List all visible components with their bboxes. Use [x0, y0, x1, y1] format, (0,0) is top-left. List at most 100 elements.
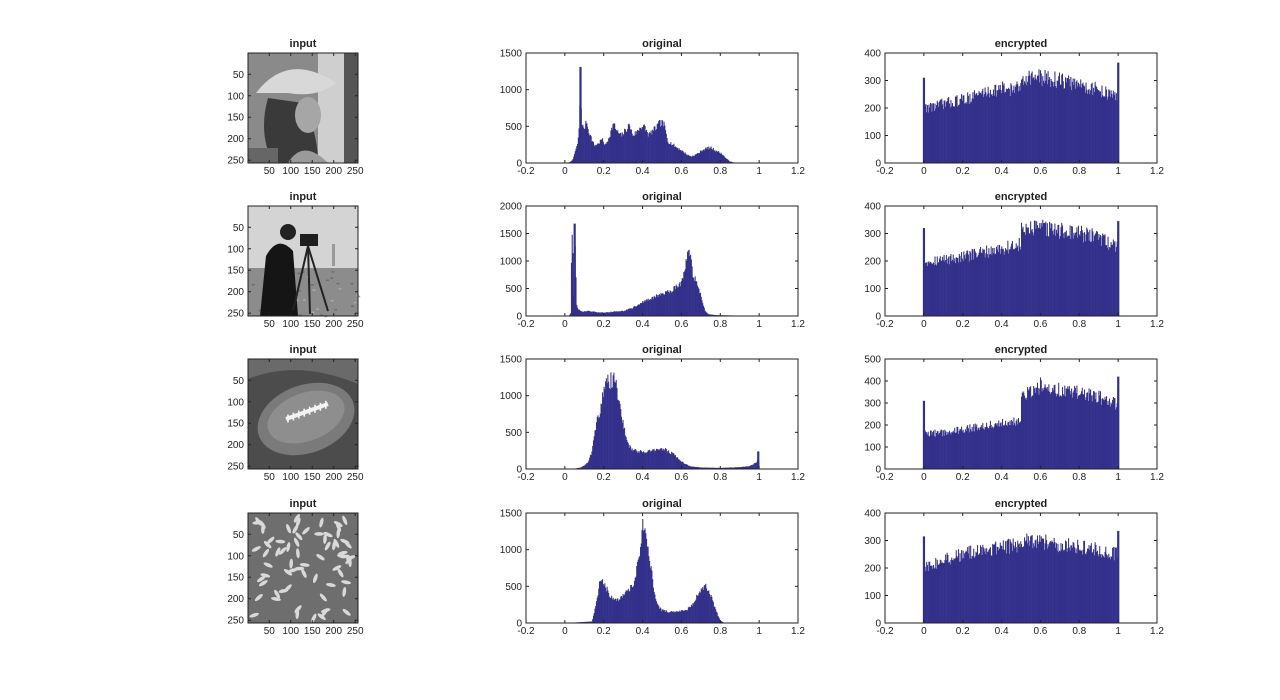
bar: [588, 310, 590, 316]
bar: [668, 291, 670, 316]
bar: [1045, 534, 1047, 623]
bar: [1007, 240, 1009, 316]
bar: [994, 423, 996, 469]
bar: [704, 467, 706, 469]
bar: [589, 310, 591, 316]
x-tick-label: 0.8: [713, 626, 727, 637]
bar: [695, 154, 697, 163]
bar: [1009, 539, 1011, 623]
bar: [1010, 541, 1012, 623]
bar: [1112, 399, 1114, 469]
bar: [650, 566, 652, 623]
bar: [627, 129, 629, 163]
bar: [1027, 227, 1029, 316]
bar: [1035, 78, 1037, 163]
bar: [709, 467, 711, 469]
bar: [1082, 82, 1084, 163]
bar: [1063, 88, 1065, 163]
bar: [701, 467, 703, 469]
bar: [980, 92, 982, 163]
x-tick-label: 0.8: [1072, 626, 1086, 637]
bar: [1002, 248, 1004, 316]
bar: [939, 433, 941, 469]
bar: [967, 553, 969, 623]
bar: [1018, 543, 1020, 623]
bar: [1077, 544, 1079, 623]
bar: [1080, 393, 1082, 469]
bar: [687, 155, 689, 163]
bar: [610, 598, 612, 623]
bar-series: [922, 530, 1120, 623]
bar: [1091, 552, 1093, 623]
bar: [671, 451, 673, 469]
bar: [1020, 421, 1022, 469]
bar: [948, 264, 950, 316]
bar: [937, 431, 939, 469]
y-tick-label: 250: [227, 309, 244, 320]
bar: [698, 593, 700, 623]
bar: [1011, 92, 1013, 163]
bar: [1061, 396, 1063, 469]
bar: [1070, 239, 1072, 316]
bar: [710, 594, 712, 623]
bar: [1046, 235, 1048, 316]
bar: [582, 311, 584, 316]
bar: [946, 101, 948, 163]
bar: [598, 143, 600, 163]
bar: [948, 432, 950, 469]
bar: [1072, 78, 1074, 163]
bar: [634, 577, 636, 623]
bar: [669, 290, 671, 316]
bar: [1065, 82, 1067, 163]
bar: [740, 467, 742, 469]
bar: [1090, 543, 1092, 623]
bar: [936, 431, 938, 469]
bar: [939, 431, 941, 469]
bar: [1077, 237, 1079, 316]
bar: [1016, 419, 1018, 469]
bar: [1002, 540, 1004, 623]
bar: [1044, 384, 1046, 469]
bar: [929, 261, 931, 316]
bar: [1021, 78, 1023, 163]
bar: [1093, 391, 1095, 469]
bar: [1039, 70, 1042, 163]
bar: [633, 135, 635, 163]
x-tick-label: 0.8: [713, 472, 727, 483]
bar: [688, 249, 690, 316]
bar: [1066, 237, 1068, 316]
bar: [633, 585, 635, 623]
bar: [699, 591, 701, 623]
bar: [617, 311, 619, 316]
bar: [1000, 248, 1002, 316]
bar: [962, 261, 964, 316]
bar: [711, 148, 713, 163]
bar: [998, 85, 1000, 163]
bar: [1005, 541, 1007, 623]
bar: [1099, 91, 1101, 163]
bar: [956, 556, 958, 623]
bar: [1064, 232, 1066, 316]
bar: [652, 449, 654, 469]
bar: [943, 435, 945, 469]
bar: [929, 565, 931, 623]
bar: [636, 131, 638, 163]
bar: [706, 467, 708, 469]
bar: [947, 434, 949, 469]
bar: [609, 312, 611, 316]
bar: [702, 149, 705, 163]
bar: [654, 594, 656, 623]
bar: [980, 427, 982, 469]
bar: [986, 552, 988, 623]
bar: [1057, 543, 1059, 623]
bar: [961, 258, 963, 316]
bar: [628, 308, 630, 316]
bar: [725, 467, 727, 469]
bar: [927, 261, 929, 316]
bar: [1039, 228, 1042, 316]
bar: [932, 103, 934, 163]
bar: [687, 154, 689, 163]
bar: [1109, 559, 1111, 623]
bar: [941, 430, 943, 469]
